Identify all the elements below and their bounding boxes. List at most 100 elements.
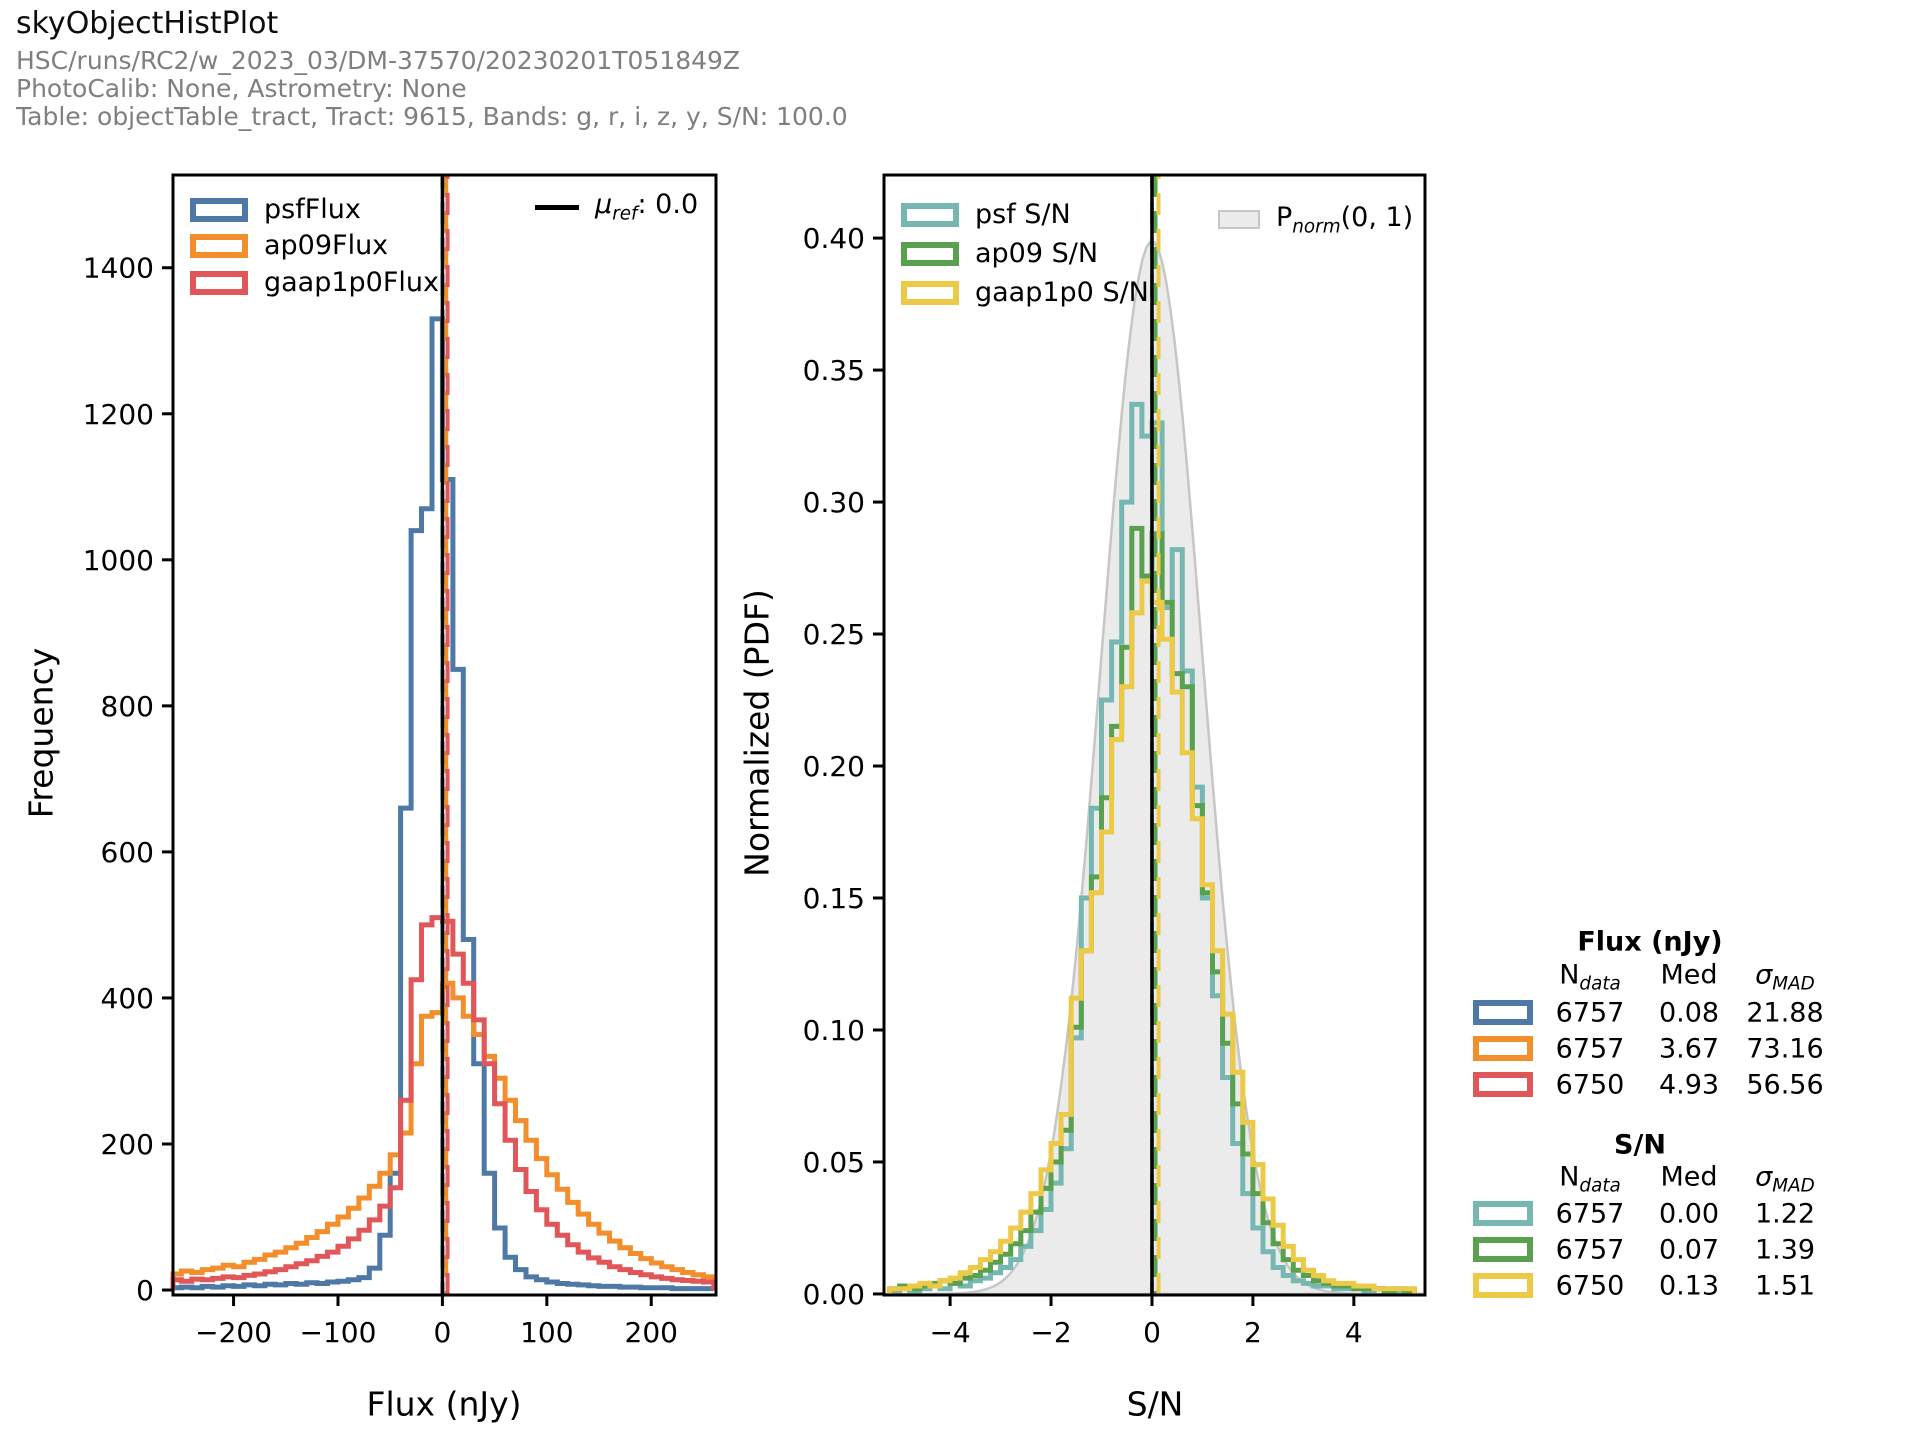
x-tick-label: 0 xyxy=(433,1316,451,1349)
y-tick-label: 0.20 xyxy=(803,750,865,783)
med-value: 3.67 xyxy=(1658,1033,1720,1065)
mu-ref-legend-label: μref: 0.0 xyxy=(595,189,699,225)
psfFlux-histogram xyxy=(170,316,717,1292)
y-tick-label: 0.05 xyxy=(803,1146,865,1179)
psf-sn-legend-label: psf S/N xyxy=(975,199,1071,230)
sn-panel-spines xyxy=(882,173,1427,1297)
ndata-value: 6757 xyxy=(1555,1234,1625,1266)
sigma-mad-value: 21.88 xyxy=(1746,997,1824,1029)
x-tick-label: 200 xyxy=(625,1316,678,1349)
left-ylabel: Frequency xyxy=(21,647,61,819)
med-value: 4.93 xyxy=(1658,1069,1720,1101)
legend-item-mu-ref: μref: 0.0 xyxy=(535,189,698,225)
legend-item-psfFlux: psfFlux xyxy=(190,194,361,225)
right-ylabel: Normalized (PDF) xyxy=(737,589,777,877)
med-value: 0.13 xyxy=(1658,1270,1720,1302)
y-tick-label: 0 xyxy=(136,1274,154,1307)
left-xlabel: Flux (nJy) xyxy=(366,1384,522,1424)
y-tick-label: 0.30 xyxy=(803,486,865,519)
ap09-sn-swatch-icon xyxy=(1473,1237,1533,1262)
stats-sn-header-sigma: σMAD xyxy=(1755,1161,1815,1197)
legend-item-gaap1p0Flux: gaap1p0Flux xyxy=(190,267,439,298)
ndata-value: 6750 xyxy=(1555,1069,1625,1101)
x-tick-label: 2 xyxy=(1244,1316,1262,1349)
y-tick-label: 1200 xyxy=(83,398,154,431)
mu-ref-line-icon xyxy=(535,204,579,210)
psfFlux-legend-label: psfFlux xyxy=(264,194,361,225)
ap09-sn-histogram xyxy=(887,525,1417,1294)
x-tick-label: −4 xyxy=(929,1316,970,1349)
x-tick-label: −100 xyxy=(300,1316,377,1349)
ndata-value: 6757 xyxy=(1555,1198,1625,1230)
sigma-mad-value: 1.51 xyxy=(1754,1270,1816,1302)
med-value: 0.07 xyxy=(1658,1234,1720,1266)
header-table-line: Table: objectTable_tract, Tract: 9615, B… xyxy=(16,102,848,131)
psfFlux-swatch-icon xyxy=(1473,1000,1533,1025)
legend-item-psf-sn: psf S/N xyxy=(901,199,1071,230)
gaap1p0-sn-histogram xyxy=(887,578,1417,1294)
ndata-value: 6757 xyxy=(1555,1033,1625,1065)
x-tick-label: −200 xyxy=(195,1316,272,1349)
legend-item-ap09Flux: ap09Flux xyxy=(190,230,388,261)
x-tick-label: 0 xyxy=(1143,1316,1161,1349)
sigma-mad-value: 1.22 xyxy=(1754,1198,1816,1230)
header-run-line: HSC/runs/RC2/w_2023_03/DM-37570/20230201… xyxy=(16,46,741,75)
x-tick-label: 4 xyxy=(1345,1316,1363,1349)
y-tick-label: 0.15 xyxy=(803,882,865,915)
flux-panel-spines xyxy=(171,173,718,1297)
stats-flux-header-sigma: σMAD xyxy=(1755,959,1815,995)
sigma-mad-value: 1.39 xyxy=(1754,1234,1816,1266)
med-value: 0.08 xyxy=(1658,997,1720,1029)
gaap1p0Flux-swatch-icon xyxy=(1473,1072,1533,1097)
legend-item-gaap1p0-sn: gaap1p0 S/N xyxy=(901,277,1149,308)
sigma-mad-value: 73.16 xyxy=(1746,1033,1824,1065)
ap09Flux-swatch-icon xyxy=(1473,1036,1533,1061)
header-calib-line: PhotoCalib: None, Astrometry: None xyxy=(16,74,467,103)
med-value: 0.00 xyxy=(1658,1198,1720,1230)
pnorm-swatch-icon xyxy=(1218,210,1260,230)
y-tick-label: 0.40 xyxy=(803,222,865,255)
y-tick-label: 0.25 xyxy=(803,618,865,651)
ap09Flux-legend-label: ap09Flux xyxy=(264,230,389,261)
y-tick-label: 200 xyxy=(101,1128,154,1161)
stats-flux-header-med: Med xyxy=(1660,959,1718,991)
stats-flux-header-ndata: Ndata xyxy=(1559,959,1621,995)
sigma-mad-value: 56.56 xyxy=(1746,1069,1824,1101)
y-tick-label: 800 xyxy=(101,690,154,723)
gaap1p0Flux-swatch-icon xyxy=(190,270,248,295)
psf-sn-swatch-icon xyxy=(901,202,959,227)
flux-panel: 0 200 400 600 800 1000 1200 1400 −200 −100 0 100 200 xyxy=(83,173,718,1349)
ndata-value: 6750 xyxy=(1555,1270,1625,1302)
psf-sn-histogram xyxy=(887,401,1417,1294)
sn-panel: 0.00 0.05 0.10 0.15 0.20 0.25 0.30 0.35 0.40 −4 −2… xyxy=(803,173,1427,1349)
ap09-sn-legend-label: ap09 S/N xyxy=(975,238,1099,269)
x-tick-label: 100 xyxy=(520,1316,573,1349)
ndata-value: 6757 xyxy=(1555,997,1625,1029)
stats-sn-title: S/N xyxy=(1614,1129,1666,1161)
y-tick-label: 1000 xyxy=(83,544,154,577)
psf-sn-swatch-icon xyxy=(1473,1201,1533,1226)
gaap1p0-sn-swatch-icon xyxy=(901,280,959,305)
legend-item-pnorm: Pnorm(0, 1) xyxy=(1218,202,1413,237)
y-tick-label: 0.00 xyxy=(803,1278,865,1311)
y-tick-label: 600 xyxy=(101,836,154,869)
y-tick-label: 0.10 xyxy=(803,1014,865,1047)
y-tick-label: 0.35 xyxy=(803,354,865,387)
psfFlux-swatch-icon xyxy=(190,197,248,222)
stats-sn-header-ndata: Ndata xyxy=(1559,1161,1621,1197)
gaap1p0-sn-legend-label: gaap1p0 S/N xyxy=(975,277,1149,308)
gaap1p0-sn-swatch-icon xyxy=(1473,1273,1533,1298)
x-tick-label: −2 xyxy=(1030,1316,1071,1349)
y-tick-label: 400 xyxy=(101,982,154,1015)
page-title: skyObjectHistPlot xyxy=(16,6,279,41)
ap09Flux-swatch-icon xyxy=(190,233,248,258)
y-tick-label: 1400 xyxy=(83,252,154,285)
right-xlabel: S/N xyxy=(1126,1384,1184,1424)
stats-sn-header-med: Med xyxy=(1660,1161,1718,1193)
gaap1p0Flux-legend-label: gaap1p0Flux xyxy=(264,267,439,298)
ap09-sn-swatch-icon xyxy=(901,241,959,266)
pnorm-legend-label: Pnorm(0, 1) xyxy=(1276,202,1414,238)
stats-flux-title: Flux (nJy) xyxy=(1577,926,1723,958)
